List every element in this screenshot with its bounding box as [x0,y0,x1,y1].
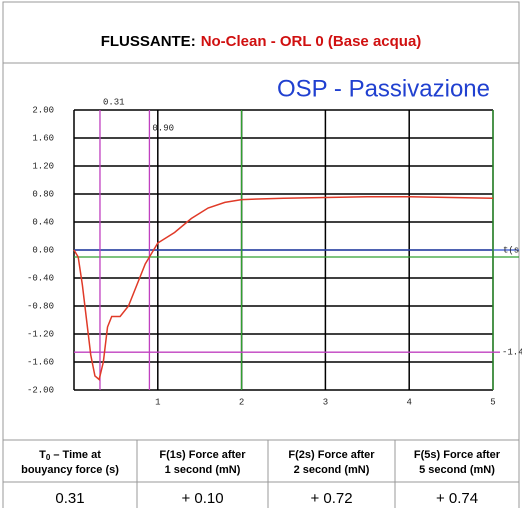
table-header: bouyancy force (s) [21,464,119,476]
header-sub: 0 [46,453,51,462]
header-symbol: T [39,449,46,461]
table-header: F(5s) Force after [414,449,501,461]
marker-label: -1.46 [502,348,522,358]
table-cell: 0.31 [55,490,84,507]
table-header: 1 second (mN) [165,464,241,476]
page-title: FLUSSANTE: No-Clean - ORL 0 (Base acqua) [101,33,422,50]
y-tick-label: 0.00 [32,245,54,255]
header-text: F(5s) Force after [414,449,501,461]
x-tick-label: 1 [155,397,160,407]
table-cell: + 0.72 [310,490,352,507]
data-line [73,196,494,381]
table-cell: + 0.74 [436,490,478,507]
header-text: F(1s) Force after [159,449,246,461]
y-tick-label: 2.00 [32,105,54,115]
table-header: 5 second (mN) [419,464,495,476]
x-axis-label: t(s [503,245,519,255]
marker-label: 0.31 [103,97,125,107]
chart-title: OSP - Passivazione [277,75,490,102]
y-tick-label: -0.40 [27,273,54,283]
y-tick-label: -2.00 [27,385,54,395]
title-text: No-Clean - ORL 0 (Base acqua) [201,33,422,50]
y-tick-label: 0.40 [32,217,54,227]
table-header: 2 second (mN) [294,464,370,476]
y-tick-label: -1.60 [27,357,54,367]
x-tick-label: 4 [406,397,411,407]
table-header: F(2s) Force after [288,449,375,461]
y-tick-label: 1.60 [32,133,54,143]
x-tick-label: 3 [323,397,328,407]
table-header: F(1s) Force after [159,449,246,461]
table-cell: + 0.10 [181,490,223,507]
header-text: – Time at [50,449,101,461]
y-tick-label: -1.20 [27,329,54,339]
y-tick-label: -0.80 [27,301,54,311]
marker-label: 0.90 [152,123,174,133]
y-tick-label: 1.20 [32,161,54,171]
x-tick-label: 5 [490,397,495,407]
title-label: FLUSSANTE: [101,33,196,50]
table-header: T0 – Time at [39,449,101,462]
header-text: F(2s) Force after [288,449,375,461]
x-tick-label: 2 [239,397,244,407]
y-tick-label: 0.80 [32,189,54,199]
